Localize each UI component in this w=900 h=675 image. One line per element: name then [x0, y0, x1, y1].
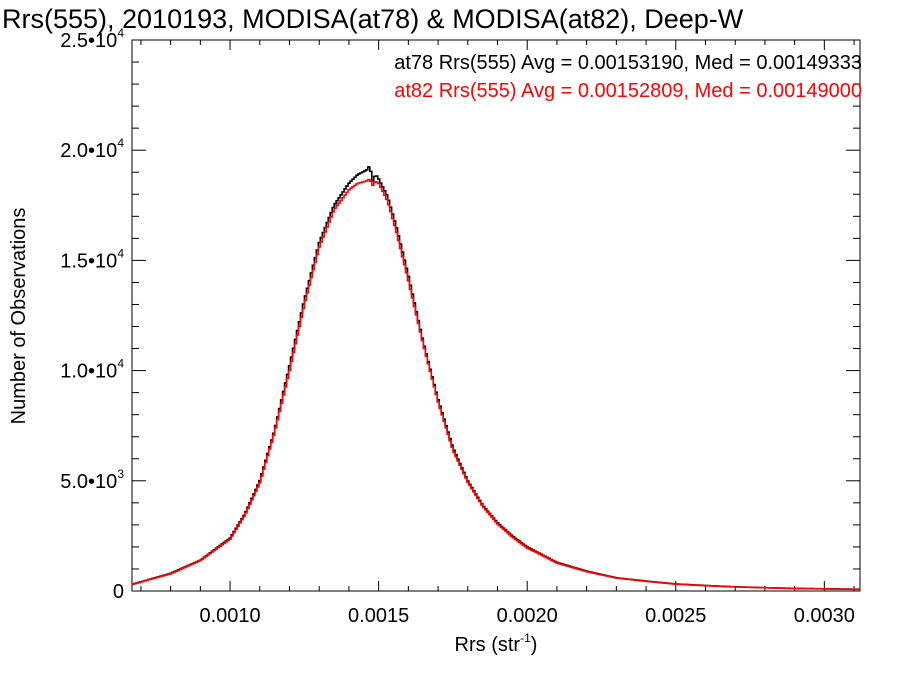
annotation-at82: at82 Rrs(555) Avg = 0.00152809, Med = 0.…: [394, 80, 862, 102]
x-axis-label: Rrs (str-1): [455, 631, 538, 656]
series-line-at78: [132, 166, 861, 591]
x-axis-label-exponent: -1: [520, 631, 531, 645]
x-axis-ticks: 0.0010 0.0015 0.0020 0.0025 0.0030: [140, 40, 855, 627]
annotation-at78: at78 Rrs(555) Avg = 0.00153190, Med = 0.…: [394, 52, 862, 74]
y-tick-label-0: 0: [113, 581, 124, 603]
y-axis-ticks: 0 5.0•103 1.0•104 1.5•104 2.0•104 2.5•104: [60, 26, 860, 603]
y-tick-label-3: 1.5•104: [60, 246, 124, 272]
x-axis-label-main: Rrs (str: [455, 634, 521, 656]
y-tick-label-5: 2.5•104: [60, 26, 124, 52]
y-tick-label-1: 5.0•103: [60, 467, 124, 493]
x-tick-label-3: 0.0025: [645, 605, 706, 627]
x-axis-label-close: ): [531, 634, 538, 656]
plot-area: 0.0010 0.0015 0.0020 0.0025 0.0030 0 5.0•103 1…: [60, 26, 861, 627]
plot-frame: [131, 39, 861, 592]
chart-title: Rrs(555), 2010193, MODISA(at78) & MODISA…: [2, 4, 744, 34]
y-tick-label-4: 2.0•104: [60, 136, 124, 162]
x-tick-label-1: 0.0015: [348, 605, 409, 627]
x-tick-label-2: 0.0020: [497, 605, 558, 627]
y-axis-label: Number of Observations: [8, 208, 30, 425]
series-lines: [132, 166, 861, 591]
series-line-at82: [132, 178, 861, 591]
y-tick-label-2: 1.0•104: [60, 357, 124, 383]
x-tick-label-4: 0.0030: [794, 605, 855, 627]
x-tick-label-0: 0.0010: [199, 605, 260, 627]
